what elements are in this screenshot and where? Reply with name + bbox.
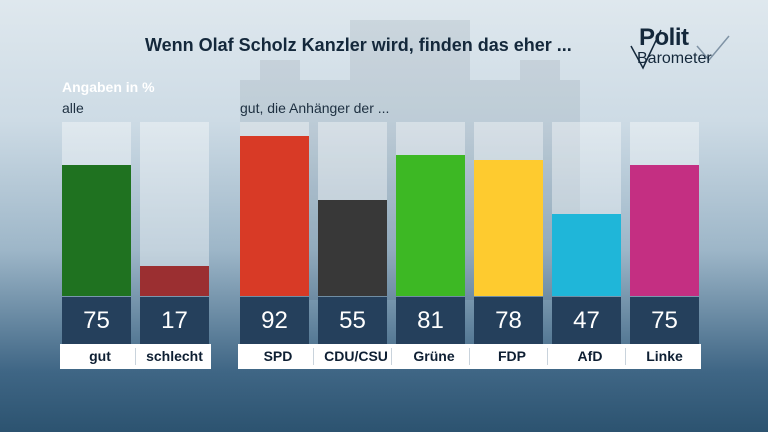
category-separator xyxy=(625,348,626,365)
bar-linke xyxy=(630,165,699,296)
chart-title: Wenn Olaf Scholz Kanzler wird, finden da… xyxy=(145,35,572,55)
category-separator xyxy=(135,348,136,365)
politbarometer-logo: Polit Barometer xyxy=(625,24,737,72)
category-label-gut: gut xyxy=(60,344,140,369)
category-label-cdu-csu: CDU/CSU xyxy=(316,344,396,369)
value-label-afd: 47 xyxy=(552,297,621,344)
category-separator xyxy=(469,348,470,365)
logo-text-barometer: Barometer xyxy=(637,50,712,67)
value-label-linke: 75 xyxy=(630,297,699,344)
category-label-fdp: FDP xyxy=(472,344,552,369)
checkmark-icon xyxy=(630,29,730,70)
category-label-schlecht: schlecht xyxy=(138,344,211,369)
unit-label: Angaben in % xyxy=(62,79,155,95)
category-label-gr-ne: Grüne xyxy=(394,344,474,369)
bar-gut xyxy=(62,165,131,296)
bar-afd xyxy=(552,214,621,296)
category-label-linke: Linke xyxy=(628,344,701,369)
group-label-all: alle xyxy=(62,100,84,116)
group-label-supporters: gut, die Anhänger der ... xyxy=(240,100,390,116)
category-label-spd: SPD xyxy=(238,344,318,369)
value-label-spd: 92 xyxy=(240,297,309,344)
bar-fdp xyxy=(474,160,543,296)
value-label-gut: 75 xyxy=(62,297,131,344)
bar-cdu-csu xyxy=(318,200,387,296)
category-label-afd: AfD xyxy=(550,344,630,369)
value-label-cdu-csu: 55 xyxy=(318,297,387,344)
logo-text-polit: Polit xyxy=(639,24,689,51)
value-label-fdp: 78 xyxy=(474,297,543,344)
bar-spd xyxy=(240,136,309,296)
bar-gr-ne xyxy=(396,155,465,296)
category-separator xyxy=(313,348,314,365)
bar-schlecht xyxy=(140,266,209,296)
category-separator xyxy=(391,348,392,365)
category-separator xyxy=(547,348,548,365)
value-label-schlecht: 17 xyxy=(140,297,209,344)
value-label-gr-ne: 81 xyxy=(396,297,465,344)
